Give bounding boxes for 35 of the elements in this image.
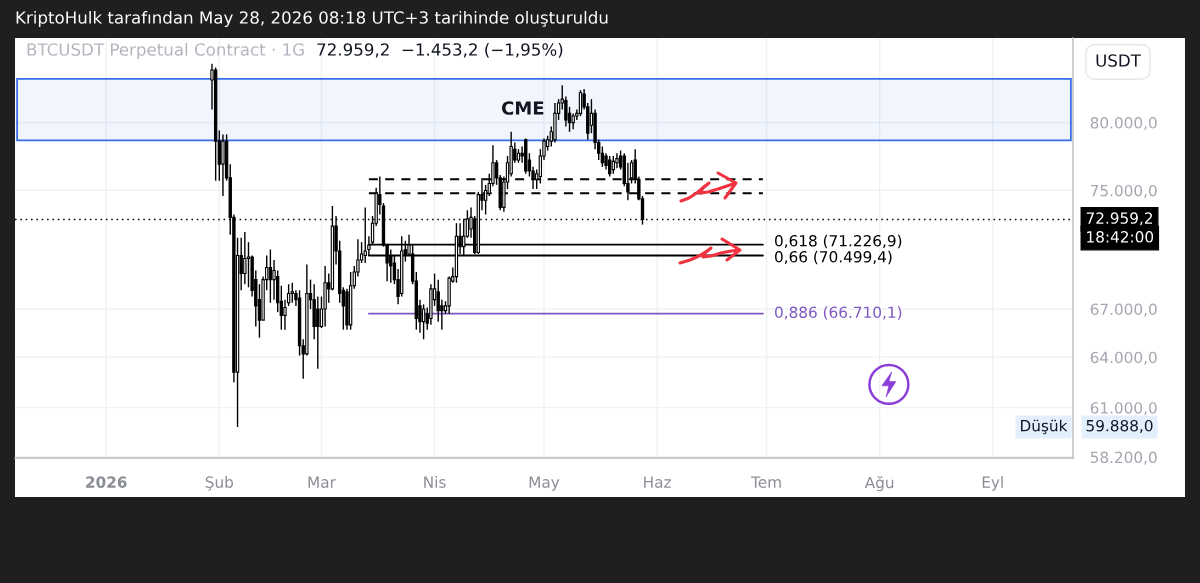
- y-axis-title: USDT: [1096, 54, 1141, 67]
- x-tick-label: May: [529, 476, 560, 491]
- candlestick: [257, 283, 262, 339]
- x-tick-label: Nis: [424, 476, 446, 488]
- x-tick-label: Haz: [644, 476, 671, 488]
- text: 59.888,0: [1086, 419, 1153, 434]
- candlestick: [421, 303, 426, 340]
- y-tick-label: 61.000,0: [1090, 402, 1157, 416]
- chart-title: KriptoHulk tarafından May 28, 2026 08:18 UTC+3 tarihinde oluşturuldu: [16, 10, 608, 28]
- band-label: CME: [501, 101, 544, 115]
- candlestick: [316, 295, 320, 370]
- x-tick-label: Tem: [750, 476, 781, 488]
- chart-subtitle: BTCUSDT Perpetual Contract · 1G: [27, 42, 304, 60]
- x-tick-label: Mar: [308, 476, 336, 488]
- annotation: Düşük: [1021, 419, 1068, 435]
- y-tick-label: 80.000,0: [1090, 117, 1157, 131]
- annotation: 72.959,2 −1.453,2 (−1,95%): [317, 42, 563, 58]
- candlestick: [268, 248, 273, 304]
- x-tick-label: Eyl: [982, 476, 1003, 491]
- candlestick: [221, 133, 225, 197]
- series-label: 0,886 (66.710,1): [775, 306, 902, 320]
- x-tick-label: 2026: [86, 476, 127, 488]
- y-tick-label: 58.200,0: [1090, 451, 1157, 465]
- series-label: 0,618 (71.226,9): [775, 234, 902, 249]
- text: 18:42:00: [1087, 231, 1154, 243]
- series-label: 0,66 (70.499,4): [775, 250, 892, 265]
- ref-line-label: 72.959,2: [1086, 212, 1152, 226]
- y-tick-label: 64.000,0: [1090, 351, 1157, 365]
- x-tick-label: Şub: [205, 476, 234, 491]
- y-tick-label: 67.000,0: [1090, 303, 1157, 317]
- candlestick: [578, 89, 583, 117]
- candlestick: [243, 231, 247, 285]
- candlestick: [290, 281, 294, 304]
- x-tick-label: Ağu: [864, 476, 894, 492]
- y-tick-label: 75.000,0: [1090, 184, 1157, 199]
